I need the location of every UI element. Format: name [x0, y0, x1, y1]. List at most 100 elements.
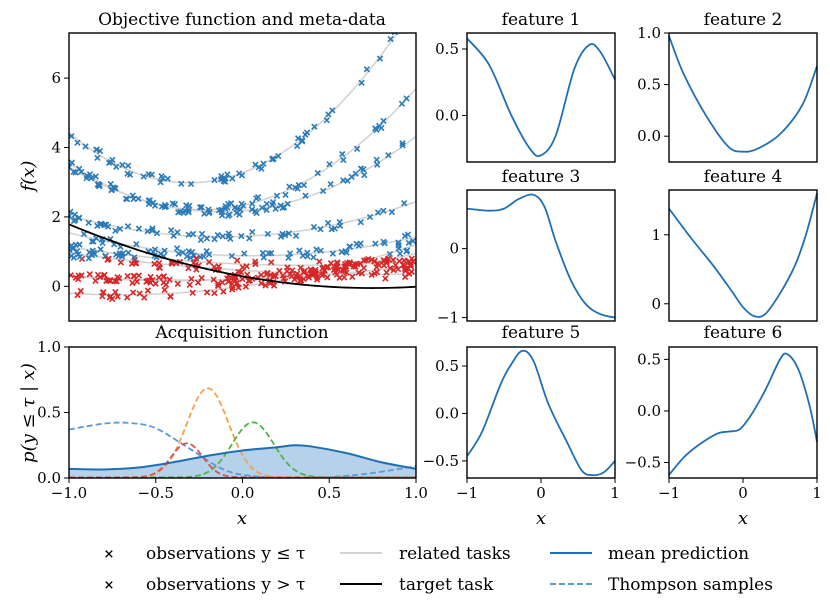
observation-low-marker: [72, 274, 79, 281]
observation-low-marker: [258, 280, 265, 287]
observation-high-marker: [224, 171, 231, 178]
observation-high-marker: [273, 192, 281, 199]
observation-low-marker: [346, 260, 354, 268]
observation-low-marker: [383, 269, 390, 276]
acquisition-x-label: x: [237, 508, 247, 529]
observation-low-marker: [198, 274, 205, 282]
observation-high-marker: [233, 209, 240, 217]
observation-high-marker: [229, 175, 236, 182]
observation-high-marker: [181, 207, 188, 214]
observation-high-marker: [388, 208, 396, 216]
feature-x-label-right: x: [738, 508, 748, 529]
observation-high-marker: [211, 176, 218, 184]
observation-high-marker: [96, 181, 103, 189]
observation-high-marker: [340, 156, 347, 164]
observation-low-marker: [408, 268, 415, 275]
observation-high-marker: [97, 246, 104, 253]
observation-low-marker: [401, 273, 409, 281]
feature-x-label-left: x: [536, 508, 546, 529]
observation-low-marker: [144, 287, 152, 294]
observation-high-marker: [201, 210, 208, 217]
observation-high-marker: [157, 179, 164, 186]
observation-high-marker: [285, 254, 292, 262]
observation-high-marker: [225, 230, 232, 237]
observation-low-marker: [188, 275, 195, 283]
observation-high-marker: [398, 27, 403, 32]
observation-low-marker: [342, 267, 349, 275]
feature-3-ytick-label: −1: [437, 309, 459, 327]
feature-5-xtick-label: 1: [610, 484, 620, 502]
legend: × observations y ≤ τ × observations y > …: [104, 544, 773, 595]
observation-high-marker: [263, 206, 270, 214]
feature-5-xtick-label: 0: [536, 484, 546, 502]
acquisition-xtick-label: −0.5: [138, 484, 174, 502]
observation-low-marker: [257, 271, 265, 279]
observation-high-marker: [236, 211, 243, 218]
feature-2-ytick-label: 1.0: [637, 24, 661, 42]
observation-high-marker: [319, 187, 327, 195]
observation-high-marker: [133, 240, 140, 248]
observation-high-marker: [249, 228, 256, 236]
observation-high-marker: [238, 172, 246, 179]
observation-high-marker: [269, 155, 277, 162]
observation-high-marker: [357, 219, 364, 226]
observation-high-marker: [222, 175, 229, 182]
observation-low-marker: [380, 262, 388, 269]
observation-high-marker: [88, 251, 95, 258]
observation-high-marker: [409, 237, 416, 245]
observation-high-marker: [187, 180, 195, 188]
observation-high-marker: [150, 199, 157, 206]
acquisition-ytick-label: 1.0: [37, 338, 61, 356]
observation-low-marker: [400, 257, 408, 264]
observation-high-marker: [348, 173, 355, 180]
observation-high-marker: [69, 208, 74, 215]
observation-high-marker: [324, 219, 332, 227]
observation-low-marker: [384, 255, 392, 262]
figure-layer: 0 2 4 6 0.0 0.5 1.0 −1.0 −0.5 0.0 0.5 1.0 0.0 0.5 0.0 0…: [37, 24, 822, 502]
observation-high-marker: [275, 152, 282, 160]
observation-high-marker: [285, 230, 293, 237]
observation-high-marker: [272, 205, 279, 212]
observation-high-marker: [96, 147, 104, 155]
observation-high-marker: [185, 231, 192, 238]
observation-high-marker: [372, 125, 379, 132]
observation-low-marker: [354, 261, 361, 268]
observation-low-marker: [267, 271, 274, 279]
feature-5-ytick-label: −0.5: [423, 452, 459, 470]
feature-2-ytick-label: 0.0: [637, 127, 661, 145]
observation-high-marker: [399, 140, 406, 147]
observation-low-marker: [203, 289, 211, 296]
observation-low-marker: [215, 263, 222, 270]
observation-low-marker: [174, 280, 181, 287]
observation-high-marker: [124, 170, 131, 177]
observation-low-marker: [289, 267, 296, 274]
observation-high-marker: [103, 221, 110, 228]
observation-high-marker: [145, 197, 152, 204]
observation-high-marker: [78, 168, 85, 176]
observation-high-marker: [188, 248, 196, 256]
observation-high-marker: [387, 35, 394, 43]
observation-high-marker: [149, 225, 156, 232]
observation-high-marker: [339, 150, 346, 158]
objective-ytick-label: 4: [51, 139, 61, 157]
feature-6-xtick-label: −1: [658, 484, 680, 502]
observation-high-marker: [284, 200, 291, 208]
observation-low-marker: [160, 279, 167, 286]
feature-5-ytick-label: 0.0: [435, 404, 459, 422]
observation-high-marker: [238, 232, 245, 240]
observation-high-marker: [125, 249, 132, 256]
objective-ytick-label: 0: [51, 277, 61, 295]
observation-high-marker: [398, 100, 406, 107]
observation-low-marker: [185, 264, 192, 272]
observation-low-marker: [117, 259, 125, 266]
observation-low-marker: [147, 273, 154, 281]
objective-ytick-label: 6: [51, 69, 61, 87]
observation-low-marker: [375, 262, 383, 269]
observation-low-marker: [215, 280, 222, 287]
mean-prediction-line: [69, 444, 416, 471]
observation-high-marker: [198, 204, 205, 211]
observation-high-marker: [404, 247, 411, 254]
observation-high-marker: [380, 238, 387, 245]
observation-low-marker: [392, 261, 399, 269]
observation-low-marker: [407, 263, 414, 270]
